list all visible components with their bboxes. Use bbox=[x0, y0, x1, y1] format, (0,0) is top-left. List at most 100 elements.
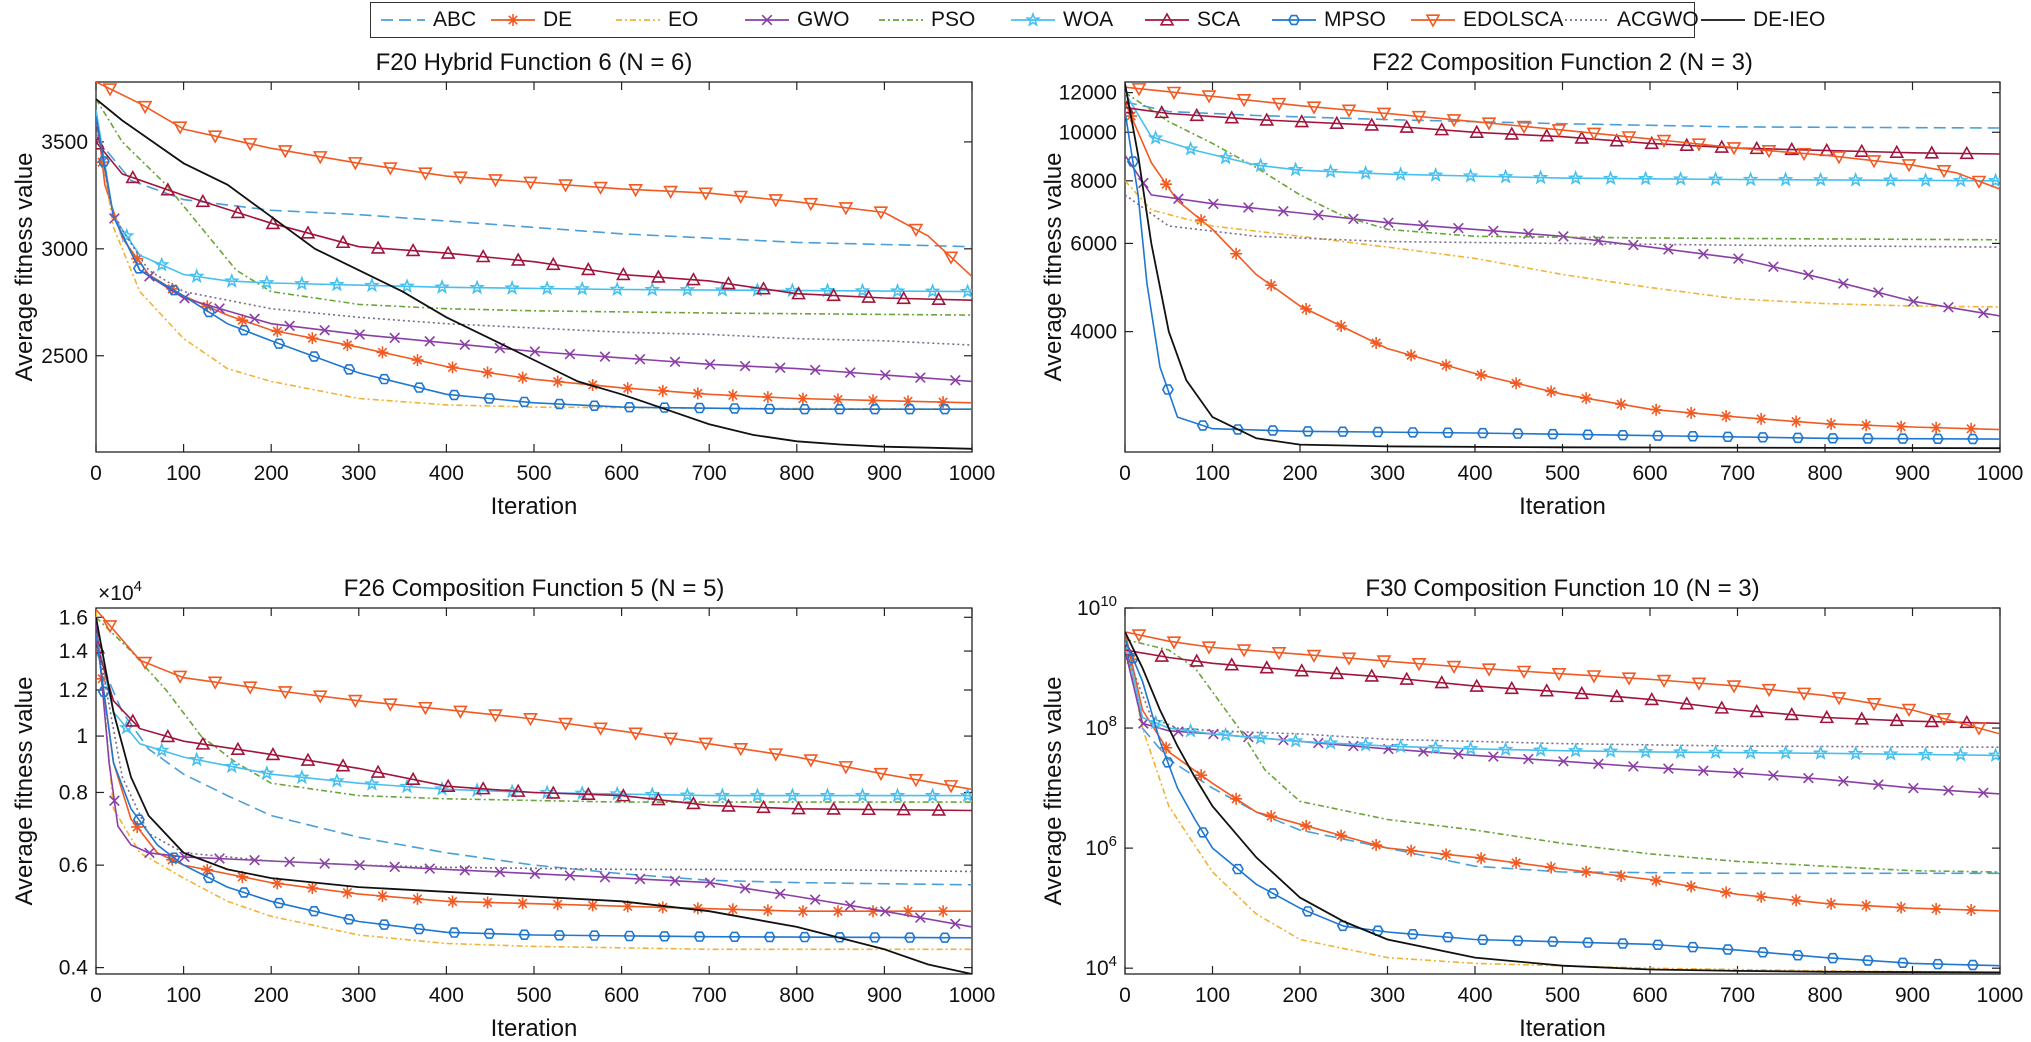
marker-sca bbox=[580, 261, 596, 276]
marker-woa bbox=[294, 275, 310, 291]
marker-woa bbox=[1392, 738, 1409, 754]
x-tick-label: 200 bbox=[254, 462, 289, 485]
marker-mpso bbox=[763, 403, 776, 415]
plot-frame bbox=[95, 607, 973, 975]
x-tick-label: 500 bbox=[516, 984, 551, 1007]
series-line-de-ieo bbox=[96, 617, 972, 974]
marker-edolsca bbox=[1586, 127, 1602, 141]
marker-mpso bbox=[1161, 757, 1174, 768]
x-tick-label: 800 bbox=[779, 462, 814, 485]
marker-gwo bbox=[1278, 205, 1289, 217]
marker-mpso bbox=[1441, 931, 1454, 943]
x-axis-label: Iteration bbox=[1519, 493, 1606, 520]
marker-sca bbox=[1714, 700, 1730, 714]
legend-label-pso: PSO bbox=[931, 8, 976, 31]
marker-mpso bbox=[623, 930, 636, 942]
marker-woa bbox=[959, 283, 972, 299]
series-line-mpso bbox=[1125, 111, 2000, 440]
marker-mpso bbox=[1966, 433, 1979, 445]
plot-frame bbox=[95, 81, 973, 453]
marker-sca bbox=[1854, 711, 1870, 725]
marker-de bbox=[1895, 420, 1908, 433]
marker-sca bbox=[1609, 133, 1625, 147]
marker-sca bbox=[1924, 714, 1940, 728]
marker-edolsca bbox=[172, 121, 188, 135]
marker-edolsca bbox=[1306, 101, 1322, 115]
marker-woa bbox=[1322, 734, 1339, 750]
marker-mpso bbox=[1756, 947, 1769, 958]
marker-sca bbox=[1294, 663, 1310, 677]
x-tick-label: 1000 bbox=[1977, 984, 2024, 1007]
marker-de bbox=[1755, 890, 1768, 903]
marker-gwo bbox=[1628, 760, 1639, 772]
series-line-acgwo bbox=[1125, 649, 2000, 748]
marker-mpso bbox=[1791, 432, 1804, 444]
marker-sca bbox=[195, 193, 211, 208]
marker-sca bbox=[1504, 680, 1520, 695]
marker-mpso bbox=[763, 931, 776, 943]
y-tick-label: 108 bbox=[1085, 713, 1117, 740]
marker-mpso bbox=[1581, 429, 1594, 440]
marker-edolsca bbox=[768, 748, 784, 762]
series-markers-sca bbox=[96, 136, 947, 305]
marker-woa bbox=[924, 283, 941, 299]
marker-mpso bbox=[1686, 430, 1699, 442]
series-markers-edolsca bbox=[102, 620, 959, 794]
y-tick-label: 0.4 bbox=[59, 957, 89, 980]
marker-gwo bbox=[704, 877, 716, 889]
x-axis-label: Iteration bbox=[1519, 1015, 1606, 1042]
x-axis-label: Iteration bbox=[491, 493, 578, 520]
marker-sca bbox=[615, 788, 631, 802]
marker-woa bbox=[1707, 171, 1724, 187]
series-markers-gwo bbox=[109, 213, 961, 386]
marker-woa bbox=[1987, 172, 2000, 188]
legend-label-sca: SCA bbox=[1197, 8, 1241, 31]
marker-mpso bbox=[833, 403, 846, 415]
marker-de bbox=[1405, 349, 1418, 362]
marker-gwo bbox=[669, 875, 681, 887]
marker-de bbox=[271, 325, 284, 338]
marker-gwo bbox=[249, 313, 260, 325]
legend-label-de-ieo: DE-IEO bbox=[1753, 8, 1826, 31]
marker-mpso bbox=[1896, 433, 1909, 444]
marker-mpso bbox=[413, 923, 426, 935]
legend-label-edolsca: EDOLSCA bbox=[1463, 8, 1564, 31]
marker-sca bbox=[335, 758, 351, 772]
x-tick-label: 700 bbox=[692, 984, 727, 1007]
marker-edolsca bbox=[663, 185, 679, 199]
series-line-de-ieo bbox=[1125, 631, 2000, 974]
marker-woa bbox=[854, 787, 871, 803]
marker-edolsca bbox=[312, 690, 328, 704]
marker-gwo bbox=[1768, 770, 1779, 781]
marker-de bbox=[691, 387, 704, 400]
marker-sca bbox=[931, 291, 947, 305]
marker-mpso bbox=[1511, 428, 1524, 439]
marker-sca bbox=[125, 713, 141, 727]
marker-de bbox=[481, 366, 494, 379]
marker-gwo bbox=[1698, 248, 1709, 260]
marker-edolsca bbox=[943, 780, 959, 794]
marker-mpso bbox=[1161, 384, 1174, 395]
y-tick-label: 1010 bbox=[1077, 593, 1117, 620]
marker-de bbox=[1545, 385, 1558, 398]
marker-sca bbox=[1609, 688, 1625, 703]
marker-edolsca bbox=[1481, 663, 1497, 677]
marker-woa bbox=[434, 278, 450, 294]
marker-edolsca bbox=[102, 620, 118, 634]
marker-gwo bbox=[1838, 278, 1849, 289]
marker-sca bbox=[861, 801, 876, 816]
marker-gwo bbox=[319, 858, 331, 869]
marker-sca bbox=[651, 269, 666, 283]
marker-woa bbox=[1532, 169, 1549, 185]
marker-sca bbox=[545, 256, 561, 271]
marker-sca bbox=[510, 252, 526, 266]
series-line-mpso bbox=[96, 633, 972, 939]
marker-woa bbox=[644, 786, 661, 802]
x-tick-label: 500 bbox=[1545, 462, 1580, 485]
marker-de bbox=[1195, 769, 1208, 782]
x-tick-label: 1000 bbox=[1977, 462, 2024, 485]
marker-sca bbox=[615, 266, 631, 281]
marker-edolsca bbox=[838, 202, 854, 216]
marker-gwo bbox=[1978, 307, 1989, 319]
marker-mpso bbox=[693, 931, 706, 942]
